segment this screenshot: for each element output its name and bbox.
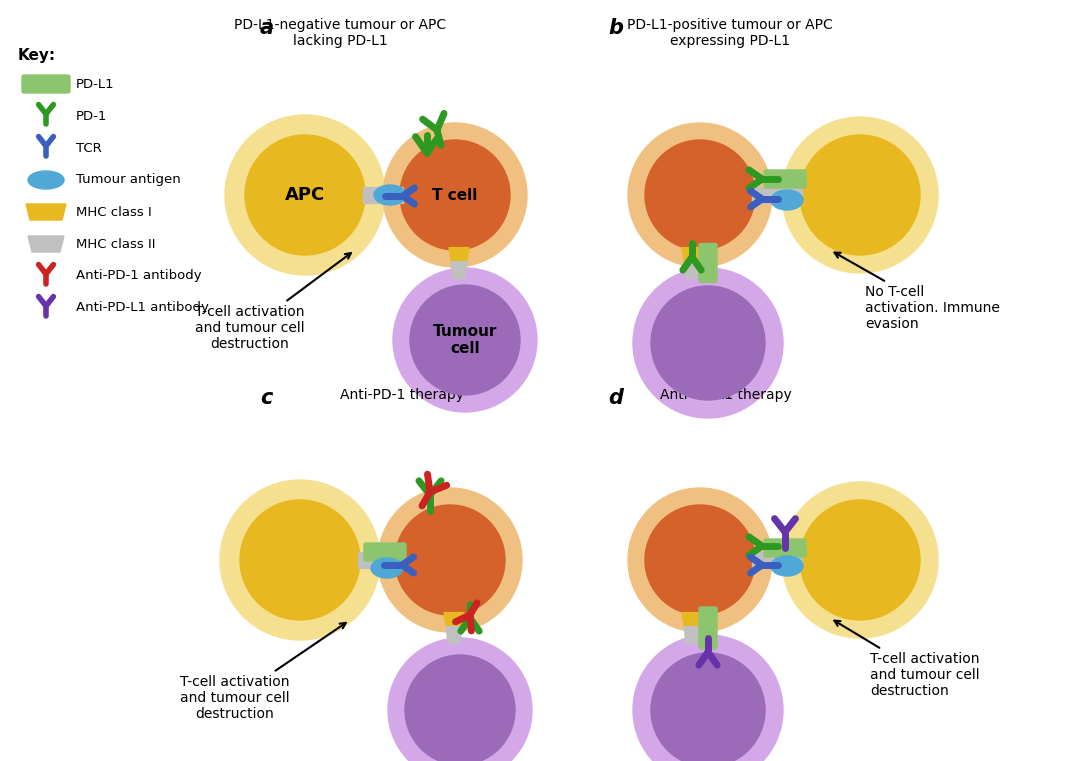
Text: T cell: T cell: [432, 187, 477, 202]
Text: No T-cell
activation. Immune
evasion: No T-cell activation. Immune evasion: [834, 253, 1000, 331]
Text: a: a: [260, 18, 274, 38]
Circle shape: [633, 635, 783, 761]
Circle shape: [628, 488, 772, 632]
Circle shape: [240, 500, 360, 620]
Polygon shape: [28, 236, 64, 252]
Ellipse shape: [371, 558, 403, 578]
Circle shape: [388, 638, 532, 761]
Text: APC: APC: [285, 186, 325, 204]
Circle shape: [800, 500, 920, 620]
Text: Anti-PD-1 therapy: Anti-PD-1 therapy: [340, 388, 464, 402]
Text: PD-L1-positive tumour or APC
expressing PD-L1: PD-L1-positive tumour or APC expressing …: [627, 18, 833, 48]
Circle shape: [628, 123, 772, 267]
Polygon shape: [444, 613, 464, 626]
FancyBboxPatch shape: [22, 75, 70, 93]
Circle shape: [800, 135, 920, 255]
FancyBboxPatch shape: [764, 539, 806, 557]
Polygon shape: [449, 247, 469, 260]
Bar: [752, 552, 802, 568]
Text: Anti-PD-L1 antibody: Anti-PD-L1 antibody: [76, 301, 209, 314]
Circle shape: [245, 135, 366, 255]
Circle shape: [633, 268, 783, 418]
FancyBboxPatch shape: [764, 170, 806, 188]
Polygon shape: [682, 613, 702, 626]
Text: TCR: TCR: [76, 142, 102, 154]
Polygon shape: [452, 260, 467, 279]
Text: c: c: [260, 388, 272, 408]
Text: PD-1: PD-1: [76, 110, 108, 123]
Circle shape: [645, 140, 755, 250]
Polygon shape: [682, 247, 702, 260]
Circle shape: [651, 653, 765, 761]
Circle shape: [405, 655, 515, 761]
Text: T-cell activation
and tumour cell
destruction: T-cell activation and tumour cell destru…: [181, 622, 346, 721]
Text: MHC class I: MHC class I: [76, 205, 152, 218]
FancyBboxPatch shape: [699, 607, 717, 649]
Bar: [363, 187, 403, 203]
Circle shape: [645, 505, 755, 615]
Text: Tumour antigen: Tumour antigen: [76, 174, 181, 186]
Text: Anti-PD-L1 therapy: Anti-PD-L1 therapy: [660, 388, 792, 402]
Text: PD-L1: PD-L1: [76, 78, 115, 91]
Circle shape: [410, 285, 520, 395]
Ellipse shape: [374, 185, 406, 205]
Text: b: b: [608, 18, 624, 38]
Circle shape: [782, 117, 938, 273]
Circle shape: [383, 123, 527, 267]
Text: MHC class II: MHC class II: [76, 237, 156, 250]
Polygon shape: [26, 204, 66, 220]
Text: T-cell activation
and tumour cell
destruction: T-cell activation and tumour cell destru…: [196, 253, 350, 352]
Polygon shape: [684, 626, 700, 643]
Circle shape: [225, 115, 385, 275]
Text: Tumour
cell: Tumour cell: [433, 323, 497, 356]
Polygon shape: [446, 626, 462, 643]
Circle shape: [400, 140, 510, 250]
Circle shape: [395, 505, 505, 615]
Circle shape: [220, 480, 379, 640]
Circle shape: [782, 482, 938, 638]
FancyBboxPatch shape: [699, 244, 717, 282]
Polygon shape: [684, 260, 700, 279]
Ellipse shape: [771, 556, 803, 576]
Circle shape: [651, 286, 765, 400]
Text: Anti-PD-1 antibody: Anti-PD-1 antibody: [76, 269, 202, 282]
Text: T-cell activation
and tumour cell
destruction: T-cell activation and tumour cell destru…: [834, 621, 979, 699]
Circle shape: [393, 268, 538, 412]
Ellipse shape: [771, 190, 803, 210]
FancyBboxPatch shape: [364, 543, 406, 561]
Text: Key:: Key:: [18, 48, 56, 63]
Bar: [358, 552, 398, 568]
Circle shape: [378, 488, 522, 632]
Text: PD-L1-negative tumour or APC
lacking PD-L1: PD-L1-negative tumour or APC lacking PD-…: [234, 18, 446, 48]
Ellipse shape: [28, 171, 64, 189]
Text: d: d: [608, 388, 624, 408]
Bar: [752, 187, 802, 203]
